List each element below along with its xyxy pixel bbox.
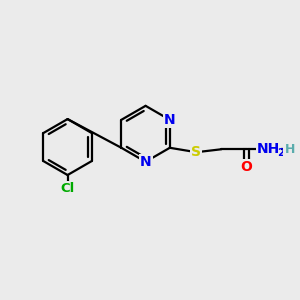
Text: NH: NH xyxy=(257,142,280,156)
Text: Cl: Cl xyxy=(60,182,75,195)
Text: N: N xyxy=(164,113,176,127)
Text: 2: 2 xyxy=(277,148,284,158)
Text: S: S xyxy=(191,145,201,159)
Text: O: O xyxy=(240,160,252,174)
Text: H: H xyxy=(284,143,295,156)
Text: N: N xyxy=(140,155,152,169)
